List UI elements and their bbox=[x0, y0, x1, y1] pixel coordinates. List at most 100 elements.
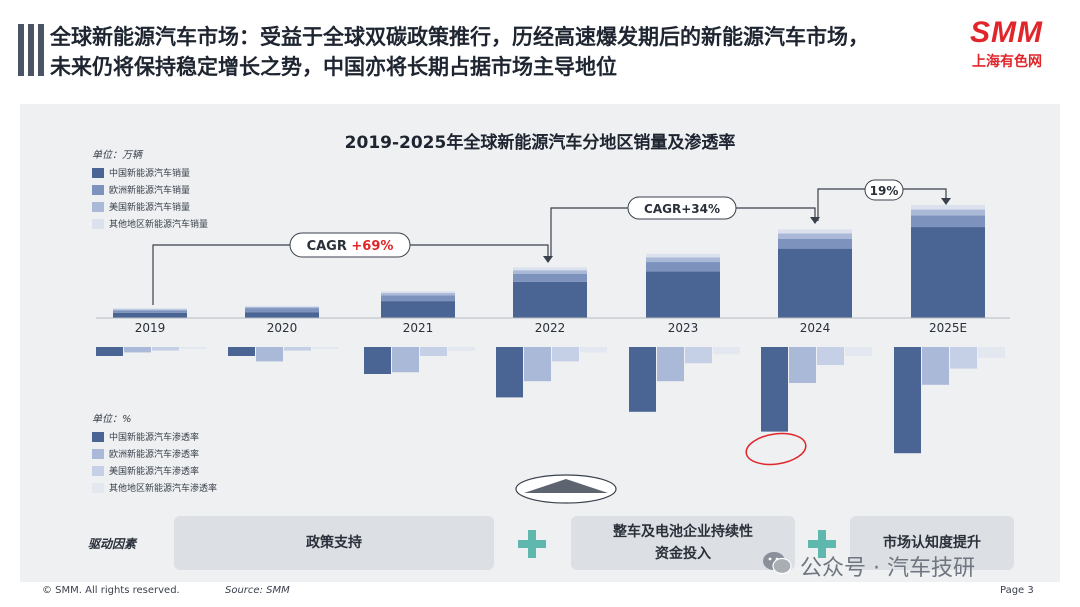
driver-text: 市场认知度提升 bbox=[883, 535, 981, 551]
legend-swatch bbox=[92, 218, 104, 229]
driver-text: 政策支持 bbox=[306, 535, 362, 551]
sales-bar-2019-1 bbox=[113, 310, 187, 313]
penetration-bar-2023-0 bbox=[629, 347, 656, 412]
sales-bar-2025E-1 bbox=[911, 215, 985, 228]
penetration-bar-2021-2 bbox=[420, 347, 447, 356]
x-tick-label: 2023 bbox=[668, 321, 699, 335]
penetration-bar-2019-3 bbox=[180, 347, 207, 349]
plus-icon bbox=[808, 530, 836, 558]
x-tick-label: 2025E bbox=[929, 321, 967, 335]
legend-swatch bbox=[92, 167, 104, 178]
sales-bar-2025E-2 bbox=[911, 209, 985, 216]
footer-page-number: Page 3 bbox=[1000, 585, 1034, 596]
x-tick-label: 2020 bbox=[267, 321, 298, 335]
legend-label: 欧洲新能源汽车销量 bbox=[109, 186, 191, 196]
penetration-legend-item: 欧洲新能源汽车渗透率 bbox=[92, 445, 217, 462]
legend-label: 欧洲新能源汽车渗透率 bbox=[109, 450, 200, 460]
sales-bar-2020-0 bbox=[245, 312, 319, 318]
penetration-bar-2023-1 bbox=[657, 347, 684, 382]
legend-label: 美国新能源汽车销量 bbox=[109, 203, 191, 213]
legend-label: 其他地区新能源汽车渗透率 bbox=[109, 484, 218, 494]
penetration-bar-2020-3 bbox=[312, 347, 339, 349]
penetration-unit-label: 单位：% bbox=[92, 414, 132, 425]
sales-legend-item: 欧洲新能源汽车销量 bbox=[92, 181, 208, 198]
penetration-bar-2022-0 bbox=[496, 347, 523, 398]
sales-unit-label: 单位：万辆 bbox=[92, 150, 142, 161]
sales-bar-2024-0 bbox=[778, 248, 852, 318]
drivers-label: 驱动因素 bbox=[88, 537, 137, 551]
smm-logo-subtitle: 上海有色网 bbox=[972, 54, 1042, 70]
plus-icon bbox=[518, 530, 546, 558]
penetration-bar-2022-3 bbox=[580, 347, 607, 353]
sales-bar-2024-1 bbox=[778, 238, 852, 249]
penetration-bar-2024-3 bbox=[845, 347, 872, 356]
x-tick-label: 2024 bbox=[800, 321, 831, 335]
sales-bar-2021-3 bbox=[381, 291, 455, 293]
penetration-bar-2023-3 bbox=[713, 347, 740, 355]
penetration-bar-2021-3 bbox=[448, 347, 475, 351]
sales-legend-item: 中国新能源汽车销量 bbox=[92, 164, 208, 181]
highlight-circle bbox=[745, 432, 807, 466]
legend-label: 其他地区新能源汽车销量 bbox=[109, 220, 209, 230]
sales-bar-2025E-0 bbox=[911, 227, 985, 318]
driver-box-funding: 整车及电池企业持续性 资金投入 bbox=[571, 516, 795, 570]
sales-bar-2025E-3 bbox=[911, 204, 985, 210]
sales-legend: 单位：万辆 中国新能源汽车销量 欧洲新能源汽车销量 美国新能源汽车销量其他地区新能源… bbox=[92, 146, 208, 232]
slide-title-line1: 全球新能源汽车市场：受益于全球双碳政策推行，历经高速爆发期后的新能源汽车市场， bbox=[50, 25, 869, 49]
x-tick-label: 2019 bbox=[135, 321, 166, 335]
legend-label: 中国新能源汽车渗透率 bbox=[109, 433, 200, 443]
penetration-bar-2019-1 bbox=[124, 347, 151, 353]
penetration-bar-2024-1 bbox=[789, 347, 816, 383]
penetration-bar-2020-2 bbox=[284, 347, 311, 351]
cagr2-badge bbox=[627, 196, 737, 220]
penetration-bar-2019-2 bbox=[152, 347, 179, 351]
slide-header: 全球新能源汽车市场：受益于全球双碳政策推行，历经高速爆发期后的新能源汽车市场， … bbox=[0, 0, 1080, 104]
penetration-bar-2019-0 bbox=[96, 347, 123, 356]
growth-badge bbox=[864, 179, 904, 201]
cagr2-label: CAGR+34% bbox=[644, 202, 720, 216]
penetration-bar-2020-1 bbox=[256, 347, 283, 362]
header-accent-bar bbox=[18, 24, 24, 76]
penetration-bar-2020-0 bbox=[228, 347, 255, 356]
cagr1-label: CAGR +69% bbox=[307, 239, 394, 254]
legend-swatch bbox=[92, 465, 104, 476]
penetration-bar-2025E-3 bbox=[978, 347, 1005, 358]
driver-text: 整车及电池企业持续性 资金投入 bbox=[613, 524, 753, 562]
penetration-bar-2021-1 bbox=[392, 347, 419, 373]
watermark: 公众号 · 汽车技研 bbox=[800, 556, 975, 581]
penetration-bar-2024-0 bbox=[761, 347, 788, 432]
penetration-bar-2022-1 bbox=[524, 347, 551, 382]
header-accent-bar bbox=[38, 24, 44, 76]
sales-bar-2023-3 bbox=[646, 253, 720, 258]
penetration-bar-2024-2 bbox=[817, 347, 844, 365]
driver-box-awareness: 市场认知度提升 bbox=[850, 516, 1014, 570]
penetration-legend: 单位：% 中国新能源汽车渗透率 欧洲新能源汽车渗透率 美国新能源汽车渗透率其他地区新… bbox=[92, 410, 217, 496]
sales-bar-2020-2 bbox=[245, 306, 319, 309]
sales-legend-item: 美国新能源汽车销量 bbox=[92, 198, 208, 215]
sales-bar-2020-3 bbox=[245, 305, 319, 307]
sales-bar-2019-3 bbox=[113, 308, 187, 310]
legend-swatch bbox=[92, 482, 104, 493]
sales-bar-2021-0 bbox=[381, 301, 455, 318]
sales-bar-2022-0 bbox=[513, 281, 587, 318]
x-tick-label: 2022 bbox=[535, 321, 566, 335]
x-tick-label: 2021 bbox=[403, 321, 434, 335]
sales-bar-2019-2 bbox=[113, 309, 187, 311]
penetration-bar-2025E-1 bbox=[922, 347, 949, 385]
divider-triangle bbox=[524, 479, 608, 493]
legend-swatch bbox=[92, 431, 104, 442]
footer-source: Source: SMM bbox=[225, 585, 290, 596]
sales-bar-2024-3 bbox=[778, 229, 852, 234]
sales-bar-2020-1 bbox=[245, 308, 319, 313]
legend-label: 中国新能源汽车销量 bbox=[109, 169, 191, 179]
sales-bar-2023-0 bbox=[646, 271, 720, 318]
sales-bar-2022-1 bbox=[513, 273, 587, 282]
sales-bar-2019-0 bbox=[113, 312, 187, 318]
legend-swatch bbox=[92, 184, 104, 195]
chart-title: 2019-2025年全球新能源汽车分地区销量及渗透率 bbox=[344, 133, 736, 153]
sales-bar-2022-3 bbox=[513, 267, 587, 271]
penetration-legend-item: 美国新能源汽车渗透率 bbox=[92, 462, 217, 479]
legend-label: 美国新能源汽车渗透率 bbox=[109, 467, 200, 477]
sales-bar-2024-2 bbox=[778, 233, 852, 239]
